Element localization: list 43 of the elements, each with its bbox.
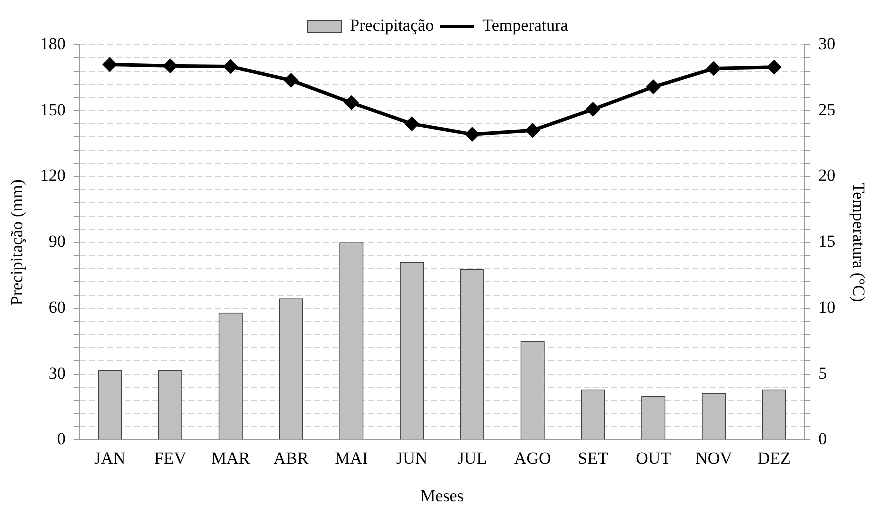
point — [707, 62, 721, 76]
point — [103, 58, 117, 72]
y2-axis-title: Temperatura (°C) — [849, 182, 868, 302]
x-tick-label: OUT — [636, 448, 672, 468]
y-tick-label: 0 — [57, 430, 66, 449]
x-tick-label: DEZ — [758, 448, 791, 468]
x-tick-label: AGO — [514, 448, 552, 468]
point — [344, 96, 358, 110]
legend-label: Precipitação — [350, 16, 434, 35]
x-tick-label: JAN — [94, 448, 126, 468]
y-tick-label: 90 — [48, 232, 66, 252]
x-tick-label: JUL — [458, 448, 488, 468]
x-tick-label: MAI — [335, 448, 369, 468]
y-tick-label: 60 — [48, 298, 66, 317]
point — [164, 59, 178, 73]
point — [466, 128, 480, 142]
y2-tick-label: 25 — [818, 100, 836, 120]
x-tick-label: SET — [578, 448, 609, 468]
y2-tick-label: 0 — [818, 430, 828, 449]
y-tick-label: 120 — [40, 166, 66, 186]
point — [405, 117, 419, 131]
y-axis-title: Precipitação (mm) — [8, 180, 27, 306]
y-tick-label: 180 — [40, 34, 66, 54]
x-axis-title: Meses — [420, 486, 464, 506]
y-tick-label: 150 — [40, 100, 66, 120]
y-tick-label: 30 — [48, 364, 66, 383]
y2-tick-label: 10 — [818, 298, 836, 317]
x-tick-label: ABR — [274, 448, 310, 468]
x-tick-label: NOV — [696, 448, 734, 468]
point — [224, 60, 238, 74]
legend-label: Temperatura — [482, 16, 569, 35]
x-tick-label: MAR — [212, 448, 251, 468]
point — [586, 102, 600, 116]
y2-tick-label: 15 — [818, 232, 836, 252]
point — [526, 124, 540, 138]
point — [646, 80, 660, 94]
y2-tick-label: 5 — [818, 364, 828, 383]
point — [768, 60, 782, 74]
x-tick-label: JUN — [396, 448, 428, 468]
y2-tick-label: 20 — [818, 166, 836, 186]
point — [284, 74, 298, 88]
y2-tick-label: 30 — [818, 34, 836, 54]
x-tick-label: FEV — [154, 448, 188, 468]
